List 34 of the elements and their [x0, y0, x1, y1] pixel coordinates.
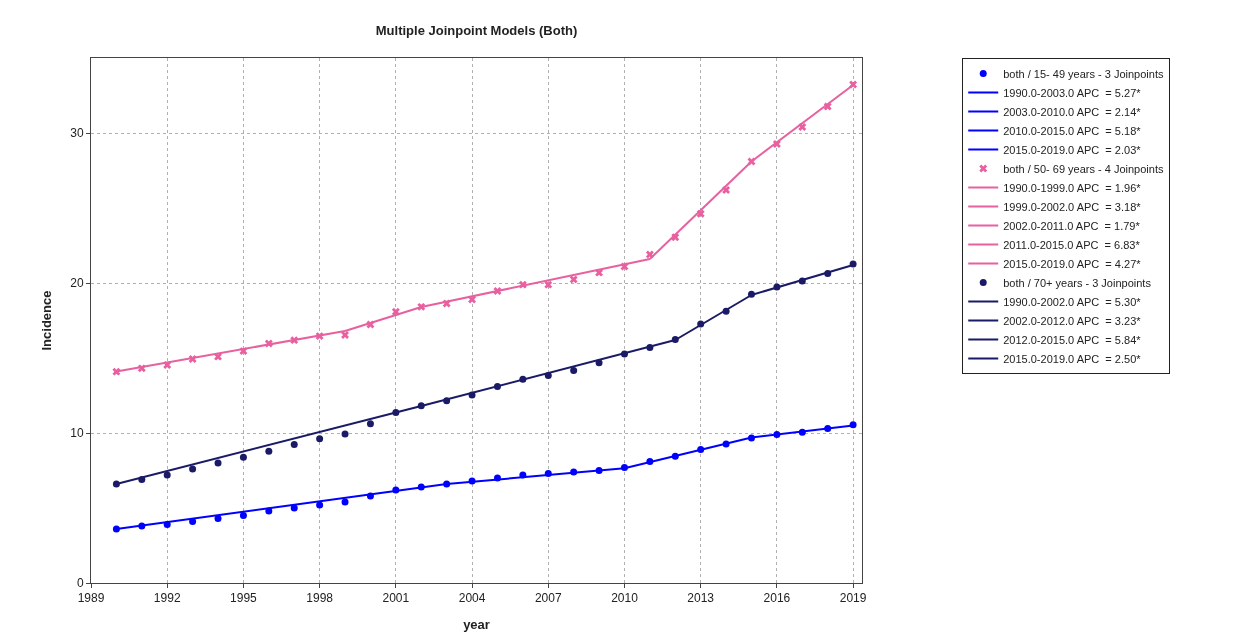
legend-label: 2012.0-2015.0 APC = 5.84* [1003, 333, 1142, 346]
legend-label: 2011.0-2015.0 APC = 6.83* [1003, 238, 1141, 251]
legend-label: 2015.0-2019.0 APC = 2.03* [1003, 143, 1142, 156]
legend-label: 1990.0-2002.0 APC = 5.30* [1003, 295, 1142, 308]
legend-label: 1990.0-2003.0 APC = 5.27* [1003, 86, 1142, 99]
legend-label: 2002.0-2012.0 APC = 3.23* [1003, 314, 1142, 327]
x-tick-label: 1995 [230, 591, 258, 606]
y-tick-label: 30 [70, 126, 84, 141]
x-tick-label: 2019 [839, 591, 867, 606]
legend-label: 2015.0-2019.0 APC = 2.50* [1003, 352, 1142, 365]
x-tick-label: 2013 [687, 591, 715, 606]
legend-label: 1990.0-1999.0 APC = 1.96* [1003, 181, 1142, 194]
y-axis-title: Incidence [39, 290, 55, 351]
legend-label: both / 15- 49 years - 3 Joinpoints [1003, 67, 1164, 80]
legend-label: both / 70+ years - 3 Joinpoints [1003, 276, 1152, 289]
x-tick-label: 2007 [534, 591, 562, 606]
x-tick-label: 1998 [306, 591, 334, 606]
legend-label: 1999.0-2002.0 APC = 3.18* [1003, 200, 1142, 213]
x-tick-label: 2004 [458, 591, 486, 606]
y-tick-label: 20 [70, 276, 84, 291]
y-tick-label: 0 [76, 576, 84, 591]
x-tick-label: 2016 [763, 591, 791, 606]
x-tick-label: 1989 [77, 591, 105, 606]
x-tick-label: 1992 [153, 591, 181, 606]
legend-label: 2010.0-2015.0 APC = 5.18* [1003, 124, 1142, 137]
chart-title: Multiple Joinpoint Models (Both) [375, 22, 578, 38]
legend-label: both / 50- 69 years - 4 Joinpoints [1003, 162, 1164, 175]
y-tick-label: 10 [70, 426, 84, 441]
x-tick-label: 2001 [382, 591, 410, 606]
legend-label: 2002.0-2011.0 APC = 1.79* [1003, 219, 1141, 232]
legend-label: 2003.0-2010.0 APC = 2.14* [1003, 105, 1142, 118]
x-axis-title: year [463, 617, 490, 632]
legend-label: 2015.0-2019.0 APC = 4.27* [1003, 257, 1142, 270]
x-tick-label: 2010 [611, 591, 639, 606]
